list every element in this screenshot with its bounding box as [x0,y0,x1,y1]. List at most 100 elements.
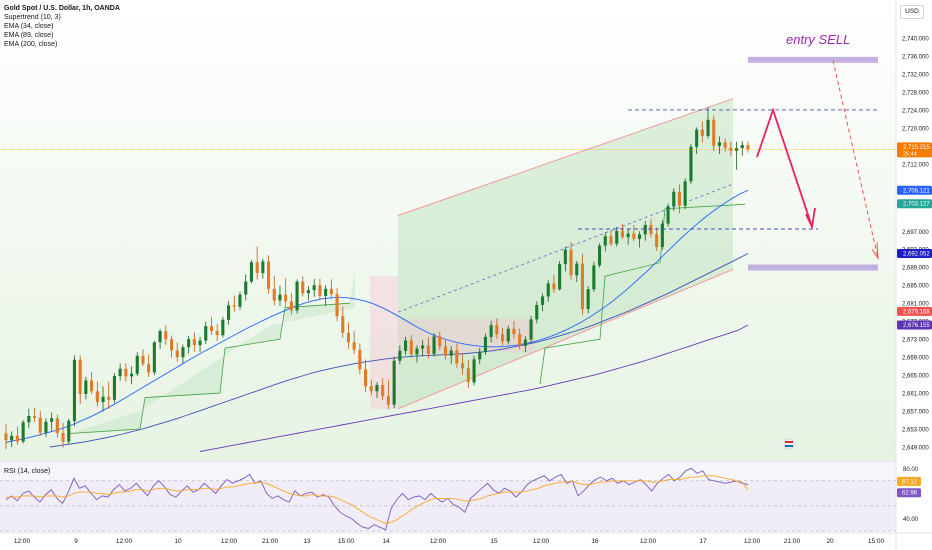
price-label-bg [897,199,932,209]
chart-legend[interactable]: Gold Spot / U.S. Dollar, 1h, OANDA Super… [4,4,120,49]
candle-body [158,331,162,343]
currency-button[interactable]: USD [900,5,924,19]
pink-zone-2 [398,318,535,353]
price-label-text: 2,692.052 [903,252,930,258]
candle-body [689,146,693,182]
rsi-legend[interactable]: RSI (14, close) [4,468,51,475]
legend-supertrend[interactable]: Supertrend (10, 3) [4,14,61,21]
candle-body [67,420,71,442]
dashed-arrow-head [871,242,879,261]
time-tick-label: 20 [826,538,834,545]
candle-body [289,301,293,311]
candle-body [335,294,339,317]
time-tick-label: 12:00 [116,538,133,545]
candle-body [209,326,213,331]
ema-line-3 [199,324,749,452]
flag-icon[interactable] [783,438,795,450]
candle-body [592,265,596,290]
price-label-bg [897,249,932,258]
candle-body [449,350,453,356]
legend-ema-89[interactable]: EMA (89, close) [4,32,54,39]
candle-body [586,289,590,309]
projection-arrow-head [805,207,816,230]
time-axis[interactable]: 12:00 9 12:00 10 12:00 21:00 13 15:00 14 12:00 15 1… [14,538,885,545]
price-axis[interactable]: 2,649.000 2,653.000 2,657.000 2,661.000 2,66… [902,37,929,452]
channel-lower [397,269,734,410]
candle-body [284,294,288,302]
candle-body [369,386,373,392]
candle-body [147,363,151,373]
rsi-value-label: 67.12 [902,479,918,485]
candle-body [677,191,681,206]
candle-body [529,319,533,340]
time-tick-label: 12:00 [744,538,761,545]
candle-body [392,360,396,405]
candle-body [746,145,750,150]
candle-body [4,433,8,441]
candle-body [421,345,425,349]
candle-body [712,119,716,146]
candle-body [141,355,145,364]
candle-body [21,422,25,442]
candle-body [95,391,99,403]
candle-body [244,281,248,295]
candle-body [643,225,647,235]
candle-body [232,305,236,307]
candle-body [84,380,88,394]
candle-body [301,281,305,294]
projection-arrow [756,107,813,228]
candle-body [632,233,636,239]
price-label-text: 2,703.127 [903,202,930,208]
candle-body [683,181,687,206]
price-tick-label: 2,669.000 [902,356,929,362]
candle-body [409,340,413,355]
candle-body [609,236,613,244]
rsi-value-label: 62.96 [902,491,918,497]
annotation-text[interactable]: entry SELL [786,32,851,47]
candle-body [33,416,37,418]
candle-body [329,288,333,295]
candle-body [638,234,642,239]
candle-body [152,342,156,373]
legend-ema-34[interactable]: EMA (34, close) [4,23,54,30]
legend-symbol[interactable]: Gold Spot / U.S. Dollar, 1h, OANDA [4,5,120,12]
candle-body [61,433,65,442]
candle-body [272,288,276,301]
candle-body [580,263,584,309]
legend-ema-200[interactable]: EMA (200, close) [4,41,58,48]
candles [4,107,750,450]
candle-body [672,191,676,207]
candle-body [107,396,111,400]
price-label-timer: 25:44 [903,151,917,157]
candle-body [50,418,54,422]
drawings[interactable] [0,56,896,271]
candle-body [432,336,436,354]
candle-body [10,435,14,441]
candle-body [506,328,510,342]
candle-body [341,316,345,333]
price-tick-label: 2,712.000 [902,162,929,168]
candle-body [38,417,42,433]
price-tick-label: 2,740.000 [902,37,929,43]
candle-body [598,245,602,266]
candle-body [426,345,430,354]
candle-body [700,129,704,136]
time-tick-label: 15:00 [338,538,355,545]
candle-body [15,435,19,442]
candle-body [112,376,116,400]
candle-body [55,418,59,433]
rsi-value-bg [897,488,921,498]
candle-body [324,288,328,296]
candle-body [278,294,282,301]
candle-body [415,348,419,355]
candle-body [358,349,362,370]
candle-body [124,368,128,377]
time-tick-label: 12:00 [640,538,657,545]
candle-body [398,350,402,361]
rsi-line-0 [5,467,749,531]
price-label-text: 2,676.155 [903,323,930,329]
candle-body [518,334,522,346]
candle-body [346,332,350,343]
